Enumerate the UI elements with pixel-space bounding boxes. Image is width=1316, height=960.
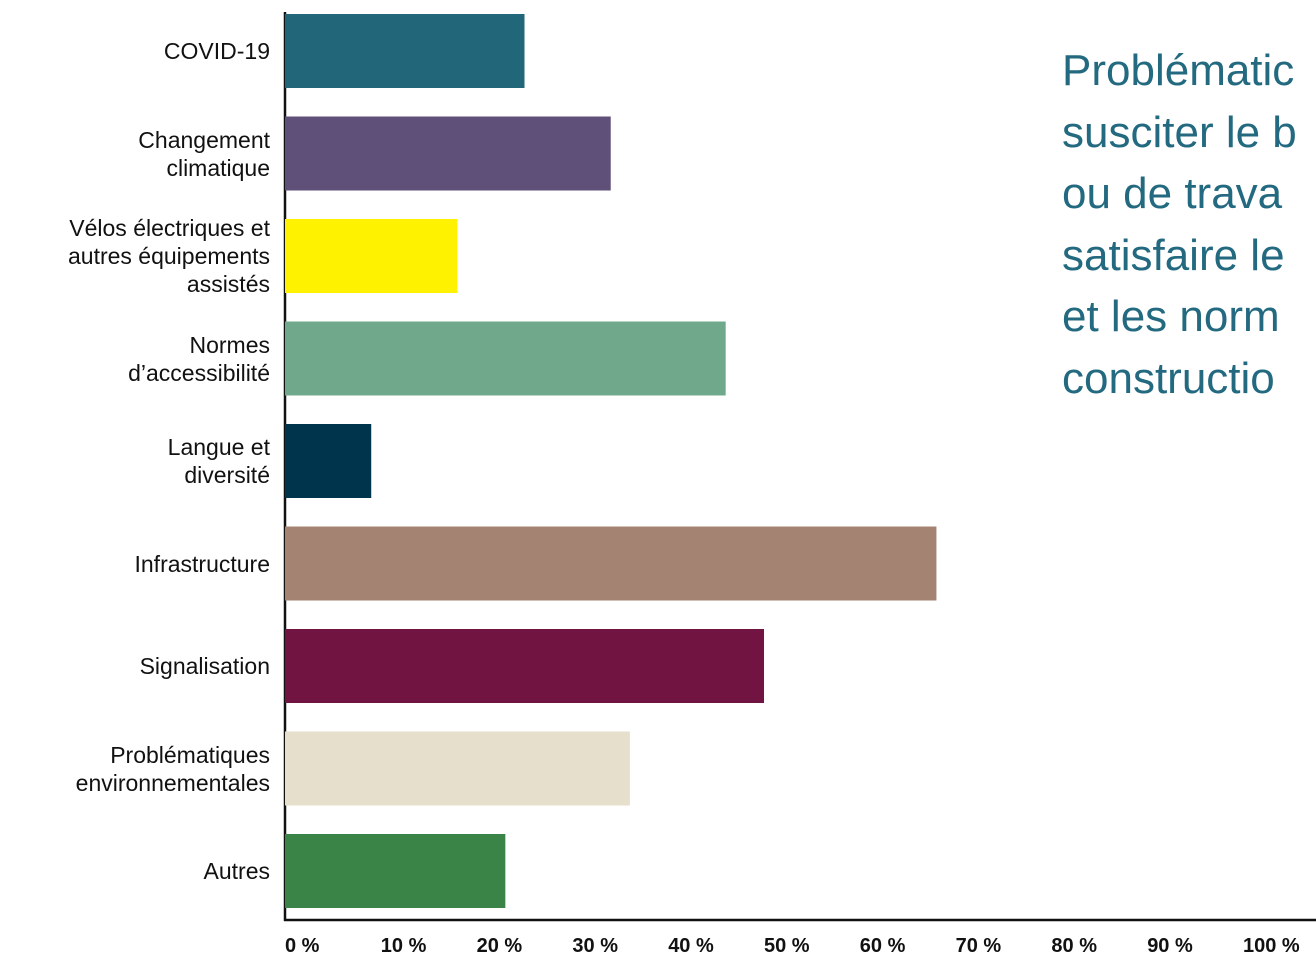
side-text: Problématic bbox=[1062, 46, 1295, 95]
x-tick-label: 10 % bbox=[380, 935, 427, 957]
side-text: susciter le b bbox=[1062, 107, 1297, 157]
x-tick-label: 60 % bbox=[859, 935, 906, 957]
y-tick-label: COVID-19 bbox=[163, 38, 270, 64]
bar bbox=[285, 116, 611, 191]
y-tick-label: Changement climatique bbox=[138, 126, 270, 181]
y-tick-label: Vélos électriques et autres équipements … bbox=[67, 215, 270, 297]
x-tick-label: 40 % bbox=[668, 935, 714, 957]
y-tick-label: Infrastructure bbox=[134, 550, 271, 577]
side-text: ou de trava bbox=[1062, 169, 1283, 218]
x-tick-label: 50 % bbox=[764, 935, 810, 957]
side-text: constructio bbox=[1062, 353, 1275, 403]
y-tick-label: Normes d’accessibilité bbox=[128, 331, 270, 386]
x-tick-label: 80 % bbox=[1051, 935, 1097, 957]
x-tick-label: 70 % bbox=[955, 935, 1002, 957]
bar bbox=[285, 834, 506, 908]
x-tick-label: 100 % bbox=[1243, 935, 1300, 957]
bar bbox=[285, 14, 525, 88]
y-tick-label: Signalisation bbox=[139, 653, 270, 679]
bar bbox=[285, 526, 937, 601]
bar bbox=[285, 731, 630, 806]
bar bbox=[285, 219, 458, 293]
bar bbox=[285, 424, 372, 498]
y-tick-label: Autres bbox=[203, 858, 270, 884]
x-tick-label: 0 % bbox=[285, 935, 320, 957]
y-tick-label: Langue et diversité bbox=[167, 434, 270, 488]
y-tick-label: Problématiques environnementales bbox=[75, 741, 270, 796]
bar bbox=[285, 629, 764, 703]
side-text: satisfaire le bbox=[1062, 230, 1285, 280]
x-tick-label: 20 % bbox=[476, 935, 523, 957]
bar bbox=[285, 321, 726, 396]
side-text: et les norm bbox=[1062, 292, 1280, 341]
x-tick-label: 30 % bbox=[572, 935, 618, 957]
x-tick-label: 90 % bbox=[1147, 935, 1193, 957]
